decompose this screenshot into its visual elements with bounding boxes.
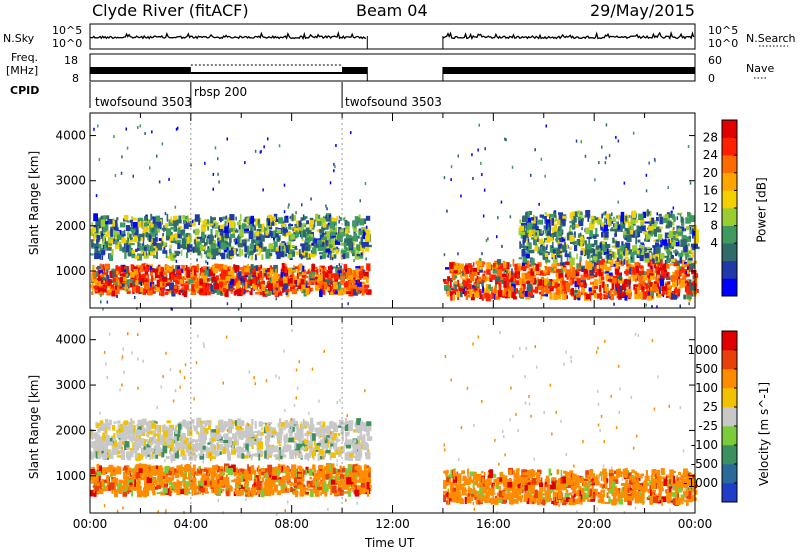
y-tick-label: 4000 — [55, 333, 86, 347]
velocity-colorbar-tick-label: 1000 — [687, 343, 718, 357]
velocity-colorbar-swatch — [722, 369, 737, 389]
cpid-segment-label: twofsound 3503 — [345, 95, 442, 109]
nave-label: Nave — [746, 62, 775, 75]
power-colorbar-swatch — [722, 137, 737, 156]
power-colorbar-tick-label: 4 — [710, 236, 718, 250]
x-tick-label: 20:00 — [577, 517, 612, 531]
velocity-cells — [90, 329, 698, 516]
velocity-colorbar-tick-label: 500 — [695, 362, 718, 376]
velocity-colorbar-swatch — [722, 483, 737, 503]
freq-unit-label: [MHz] — [6, 64, 39, 77]
velocity-colorbar-swatch — [722, 388, 737, 408]
freq-band — [442, 67, 695, 74]
velocity-colorbar-tick-label: -100 — [691, 438, 718, 452]
power-colorbar-tick-label: 28 — [703, 131, 718, 145]
nsearch-label: N.Search — [746, 32, 796, 45]
nsky-tick-top: 10^5 — [52, 24, 83, 37]
freq-tick-bottom: 8 — [72, 72, 79, 85]
power-colorbar-swatch — [722, 172, 737, 191]
cpid-label: CPID — [10, 84, 40, 97]
nsearch-tick-top: 10^5 — [708, 24, 739, 37]
power-colorbar-swatch — [722, 190, 737, 209]
power-colorbar-tick-label: 12 — [703, 201, 718, 215]
beam-label: Beam 04 — [356, 1, 428, 20]
power-colorbar-tick-label: 8 — [710, 219, 718, 233]
cpid-segment-label: twofsound 3503 — [95, 95, 192, 109]
chart-title: Clyde River (fitACF) — [92, 1, 249, 20]
x-tick-label: 12:00 — [375, 517, 410, 531]
power-colorbar-tick-label: 24 — [703, 148, 718, 162]
velocity-colorbar-swatch — [722, 445, 737, 465]
power-colorbar-swatch — [722, 155, 737, 174]
power-colorbar-tick-label: 16 — [703, 183, 718, 197]
y-tick-label: 3000 — [55, 174, 86, 188]
freq-label: Freq. — [11, 51, 39, 64]
nave-tick-bottom: 0 — [708, 72, 715, 85]
power-colorbar-swatch — [722, 278, 737, 297]
y-tick-label: 2000 — [55, 423, 86, 437]
power-colorbar-swatch — [722, 243, 737, 262]
x-tick-label: 04:00 — [174, 517, 209, 531]
velocity-colorbar-tick-label: -25 — [698, 419, 718, 433]
y-tick-label: 3000 — [55, 378, 86, 392]
x-tick-label: 00:00 — [678, 517, 713, 531]
freq-tick-top: 18 — [64, 54, 78, 67]
freq-band — [90, 67, 191, 74]
nsky-label: N.Sky — [3, 32, 35, 45]
power-colorbar-swatch — [722, 260, 737, 279]
x-tick-label: 16:00 — [476, 517, 511, 531]
velocity-colorbar-tick-label: -1000 — [683, 476, 718, 490]
power-colorbar-swatch — [722, 225, 737, 244]
velocity-colorbar-swatch — [722, 426, 737, 446]
power-cells — [90, 123, 700, 311]
velocity-colorbar-tick-label: -500 — [691, 457, 718, 471]
power-colorbar-swatch — [722, 120, 737, 138]
velocity-colorbar-swatch — [722, 464, 737, 484]
freq-band — [190, 72, 343, 74]
x-tick-label: 00:00 — [73, 517, 108, 531]
velocity-colorbar-swatch — [722, 350, 737, 370]
power-colorbar-swatch — [722, 208, 737, 226]
x-axis-label: Time UT — [365, 536, 415, 550]
y-tick-label: 2000 — [55, 219, 86, 233]
nsky-panel-frame — [89, 23, 696, 50]
y-tick-label: 1000 — [55, 469, 86, 483]
velocity-colorbar-tick-label: 25 — [703, 400, 718, 414]
velocity-colorbar-swatch — [722, 331, 737, 351]
date-label: 29/May/2015 — [590, 1, 695, 20]
nsky-trace — [90, 30, 695, 41]
velocity-colorbar-swatch — [722, 407, 737, 427]
cpid-segment-label: rbsp 200 — [194, 85, 248, 99]
y-tick-label: 4000 — [55, 129, 86, 143]
nsky-tick-bottom: 10^0 — [52, 37, 83, 50]
nsearch-tick-bottom: 10^0 — [708, 37, 739, 50]
power-colorbar-tick-label: 20 — [703, 166, 718, 180]
y-tick-label: 1000 — [55, 264, 86, 278]
velocity-colorbar-frame — [721, 330, 738, 503]
nave-tick-top: 60 — [708, 54, 722, 67]
x-tick-label: 08:00 — [274, 517, 309, 531]
velocity-colorbar-tick-label: 100 — [695, 381, 718, 395]
freq-band — [342, 67, 368, 74]
